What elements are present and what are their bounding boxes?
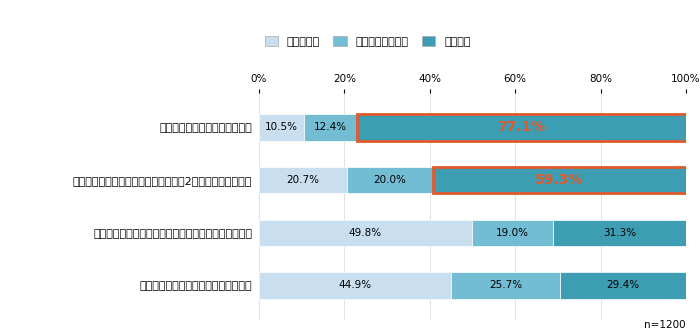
- Bar: [259, 167, 347, 193]
- Bar: [347, 167, 433, 193]
- Text: 10.5%: 10.5%: [265, 123, 298, 133]
- Text: 44.9%: 44.9%: [338, 280, 372, 290]
- Bar: [433, 167, 686, 193]
- Text: 12.4%: 12.4%: [314, 123, 347, 133]
- Bar: [259, 114, 304, 141]
- Bar: [304, 114, 357, 141]
- Bar: [357, 114, 686, 141]
- Bar: [433, 167, 686, 193]
- Text: 19.0%: 19.0%: [496, 228, 528, 238]
- Text: n=1200: n=1200: [645, 320, 686, 330]
- Bar: [259, 220, 472, 246]
- Bar: [259, 272, 451, 299]
- Text: 59.3%: 59.3%: [536, 173, 584, 187]
- Bar: [357, 114, 686, 141]
- Text: 31.3%: 31.3%: [603, 228, 636, 238]
- Text: 20.0%: 20.0%: [374, 175, 407, 185]
- Bar: [451, 272, 561, 299]
- Bar: [472, 220, 553, 246]
- Text: 20.7%: 20.7%: [287, 175, 320, 185]
- Legend: 知っている, 聞いたことはある, 知らない: 知っている, 聞いたことはある, 知らない: [265, 36, 470, 47]
- Text: 25.7%: 25.7%: [489, 280, 522, 290]
- Bar: [553, 220, 687, 246]
- Text: 49.8%: 49.8%: [349, 228, 382, 238]
- Text: 29.4%: 29.4%: [607, 280, 640, 290]
- Text: 77.1%: 77.1%: [497, 121, 545, 135]
- Bar: [561, 272, 686, 299]
